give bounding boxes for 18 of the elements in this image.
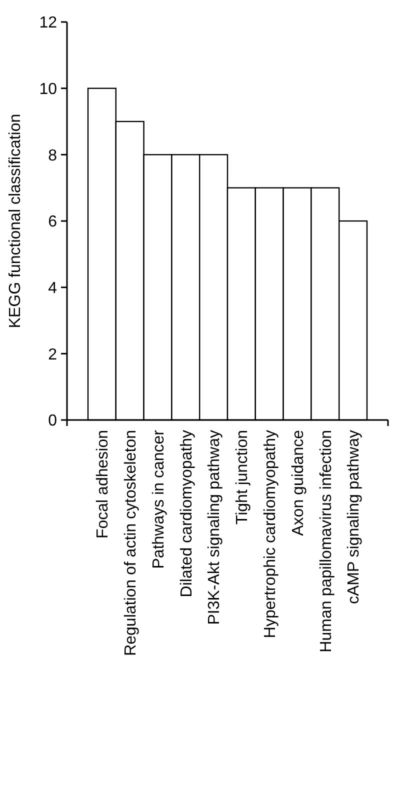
x-tick-label: Regulation of actin cytoskeleton: [122, 430, 140, 656]
y-tick-label: 4: [48, 280, 58, 297]
x-tick-label: Human papillomavirus infection: [318, 430, 335, 652]
x-tick-label: Axon guidance: [290, 430, 307, 536]
x-tick-label: cAMP signaling pathway: [346, 430, 363, 604]
x-tick-label: PI3K-Akt signaling pathway: [206, 430, 224, 625]
x-tick-label: Tight junction: [234, 430, 252, 525]
x-tick-label: Pathways in cancer: [150, 429, 168, 569]
y-tick-label: 8: [48, 147, 58, 164]
y-tick-label: 10: [39, 80, 58, 98]
y-axis-title: KEGG functional classification: [7, 114, 24, 328]
y-tick-label: 2: [48, 346, 58, 364]
y-tick-label: 6: [48, 214, 58, 231]
y-tick-label: 12: [39, 14, 58, 32]
x-tick-label: Hypertrophic cardiomyopathy: [262, 430, 279, 638]
x-tick-label: Focal adhesion: [94, 430, 112, 539]
y-tick-label: 0: [48, 412, 58, 430]
x-tick-label: Dilated cardiomyopathy: [178, 430, 196, 598]
